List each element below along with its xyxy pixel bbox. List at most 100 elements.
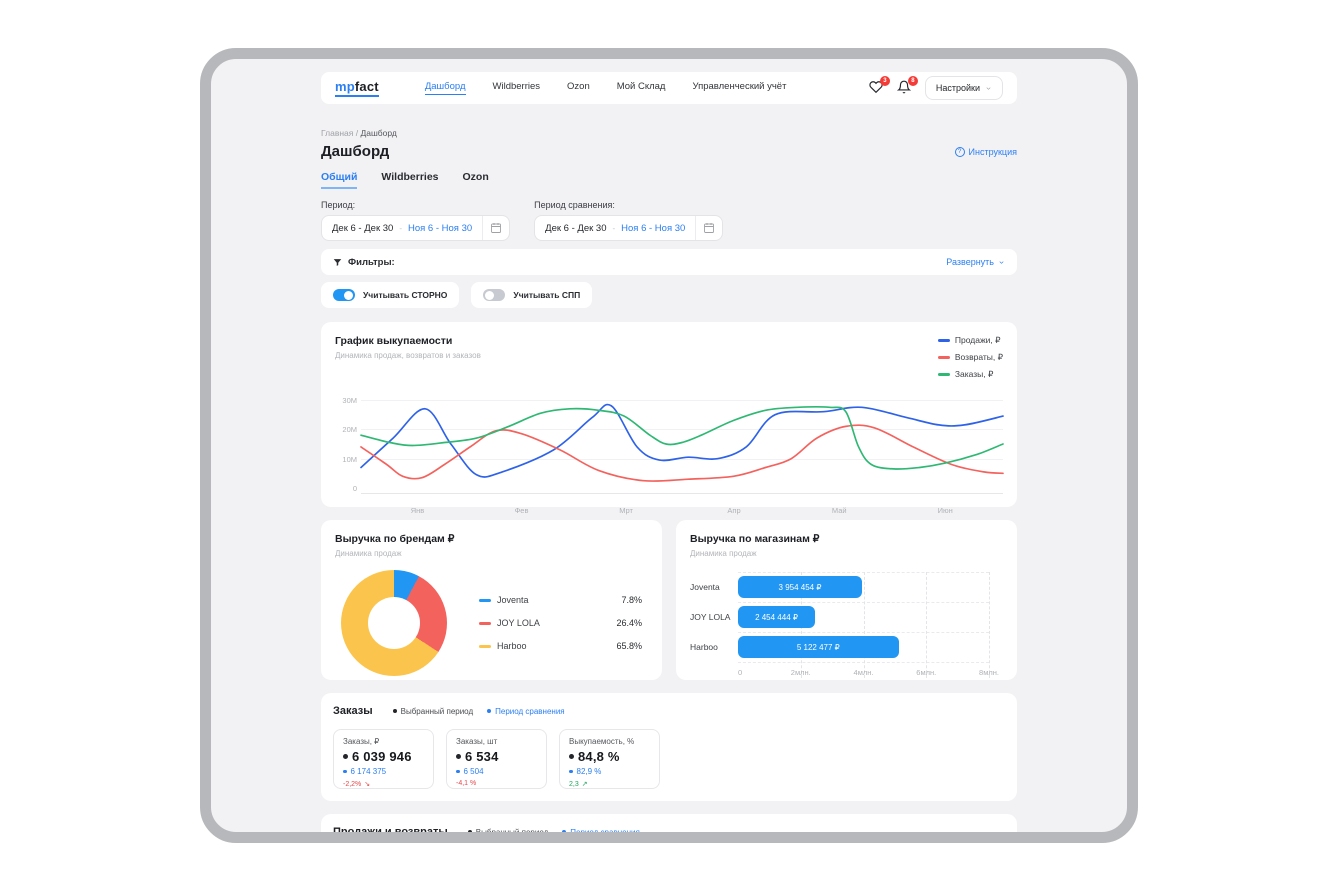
orders-title: Заказы (333, 705, 373, 717)
toggle-storno-label: Учитывать СТОРНО (363, 290, 448, 300)
x-tick: Апр (727, 506, 741, 515)
chevron-down-icon (986, 86, 991, 90)
dot-icon (456, 754, 461, 759)
filters-label: Фильтры: (348, 256, 395, 268)
y-tick: 0 (352, 484, 357, 493)
menu-item-wildberries[interactable]: Wildberries (492, 81, 541, 92)
notifications-badge: 8 (907, 76, 918, 86)
legend-item-returns[interactable]: Возвраты, ₽ (937, 352, 1003, 363)
menu-item-moysklad[interactable]: Мой Склад (616, 81, 666, 92)
x-tick: Май (831, 506, 847, 515)
breadcrumb-home[interactable]: Главная (321, 128, 354, 138)
filters-bar: Фильтры: Развернуть (321, 249, 1017, 275)
trend-arrow-icon: ↘ (364, 781, 371, 788)
legend-swatch (937, 339, 950, 342)
trend-arrow-icon: ↗ (581, 781, 588, 788)
menu-item-dashboard[interactable]: Дашборд (424, 81, 466, 95)
comparison-period-picker[interactable]: Дек 6 - Дек 30 - Ноя 6 - Ноя 30 (534, 215, 724, 241)
bar-x-axis: 0 2млн. 4млн. 6млн. 8млн. (738, 668, 999, 678)
dot-icon (343, 754, 348, 759)
app-container: mpfact Дашборд Wildberries Ozon Мой Скла… (321, 72, 1017, 838)
heart-icon (869, 81, 883, 94)
x-axis-labels: Янв Фев Мрт Апр Май Июн (361, 506, 1003, 518)
page-title: Дашборд (321, 143, 390, 160)
dot-icon (487, 709, 492, 713)
donut-legend-item[interactable]: Joventa 7.8% (479, 595, 642, 605)
logo[interactable]: mpfact (335, 79, 379, 97)
buyout-chart-card: График выкупаемости Динамика продаж, воз… (321, 322, 1017, 515)
bar-category: Joventa (690, 582, 720, 592)
dot-icon (569, 754, 574, 759)
legend-swatch (479, 644, 491, 648)
toggle-spp[interactable]: Учитывать СПП (471, 282, 593, 308)
breadcrumb-current: Дашборд (360, 128, 397, 138)
dashboard-tabs: Общий Wildberries Ozon (321, 171, 1017, 189)
x-tick: Мрт (619, 506, 633, 515)
donut-legend-item[interactable]: Harboo 65.8% (479, 641, 642, 651)
y-tick: 20M (342, 425, 357, 434)
orders-section: Заказы Выбранный период Период сравнения… (321, 693, 1017, 801)
percent-value: 65.8% (616, 641, 642, 651)
donut-legend: Joventa 7.8% JOY LOLA 26.4% Harboo 65.8% (479, 595, 642, 651)
main-menu: Дашборд Wildberries Ozon Мой Склад Управ… (424, 81, 787, 95)
bar-harboo[interactable]: 5 122 477 ₽ (738, 636, 899, 658)
logo-mp: mp (335, 79, 355, 94)
delta-badge: -4,1 % (456, 780, 477, 787)
kpi-orders-rub[interactable]: Заказы, ₽ 6 039 946 6 174 375 -2,2% ↘ (333, 729, 434, 789)
instruction-label: Инструкция (968, 146, 1017, 157)
tab-ozon[interactable]: Ozon (462, 171, 489, 183)
instruction-link[interactable]: ? Инструкция (954, 146, 1017, 157)
period-picker[interactable]: Дек 6 - Дек 30 - Ноя 6 - Ноя 30 (321, 215, 511, 241)
bell-icon (896, 80, 912, 94)
bar-chart-plot: 3 954 454 ₽ 2 454 444 ₽ 5 122 477 ₽ 0 2м… (738, 572, 999, 678)
calendar-icon (491, 223, 502, 233)
toggle-switch[interactable] (333, 289, 355, 301)
line-chart-legend: Продажи, ₽ Возвраты, ₽ Заказы, ₽ (937, 335, 1003, 380)
top-navbar: mpfact Дашборд Wildberries Ozon Мой Скла… (321, 72, 1017, 104)
legend-comparison-period[interactable]: Период сравнения (487, 707, 565, 716)
browser-frame: mpfact Дашборд Wildberries Ozon Мой Скла… (200, 48, 1138, 843)
period-range-secondary: Ноя 6 - Ноя 30 (408, 222, 473, 234)
favorites-button[interactable]: 3 (869, 76, 890, 96)
brand-card-title: Выручка по брендам ₽ (335, 533, 455, 545)
legend-swatch (479, 598, 491, 602)
chart-title: График выкупаемости (335, 335, 453, 347)
comparison-range-secondary: Ноя 6 - Ноя 30 (621, 222, 686, 234)
sales-returns-section: Продажи и возвраты Выбранный период Пери… (321, 814, 1017, 838)
legend-comparison-period[interactable]: Период сравнения (562, 828, 640, 832)
delta-badge: -2,2% ↘ (343, 780, 371, 789)
breadcrumb: Главная / Дашборд (321, 128, 1017, 138)
sales-title: Продажи и возвраты (333, 826, 448, 838)
kpi-orders-count[interactable]: Заказы, шт 6 534 6 504 -4,1 % (446, 729, 547, 789)
menu-item-management[interactable]: Управленческий учёт (692, 81, 787, 92)
x-tick: 0 (738, 668, 743, 677)
legend-item-sales[interactable]: Продажи, ₽ (937, 335, 1003, 346)
calendar-button[interactable] (482, 216, 509, 240)
toggle-switch[interactable] (483, 289, 506, 301)
donut-chart[interactable] (341, 570, 447, 676)
period-range-dash: - (399, 223, 402, 233)
nav-right-group: 3 8 Настройки (869, 76, 1003, 100)
comparison-period-label: Период сравнения: (534, 200, 615, 210)
dot-icon (343, 769, 347, 774)
dot-icon (456, 769, 460, 774)
comparison-calendar-button[interactable] (695, 216, 722, 240)
favorites-badge: 3 (879, 76, 890, 86)
x-tick: Июн (937, 506, 953, 515)
legend-item-orders[interactable]: Заказы, ₽ (937, 369, 1003, 380)
comparison-range-primary: Дек 6 - Дек 30 (545, 222, 607, 234)
notifications-button[interactable]: 8 (896, 76, 918, 96)
menu-item-ozon[interactable]: Ozon (567, 81, 590, 92)
toggle-storno[interactable]: Учитывать СТОРНО (321, 282, 460, 308)
bar-joventa[interactable]: 3 954 454 ₽ (738, 576, 862, 598)
kpi-buyout-pct[interactable]: Выкупаемость, % 84,8 % 82,9 % 2,3 ↗ (559, 729, 660, 789)
donut-legend-item[interactable]: JOY LOLA 26.4% (479, 618, 642, 628)
dot-icon (569, 769, 573, 774)
tab-wildberries[interactable]: Wildberries (381, 171, 439, 183)
expand-filters-button[interactable]: Развернуть (946, 257, 1005, 267)
tab-general[interactable]: Общий (321, 171, 358, 189)
breadcrumb-separator: / (355, 128, 359, 138)
settings-button[interactable]: Настройки (924, 76, 1003, 100)
bar-joylola[interactable]: 2 454 444 ₽ (738, 606, 816, 628)
bar-category: JOY LOLA (690, 612, 731, 622)
